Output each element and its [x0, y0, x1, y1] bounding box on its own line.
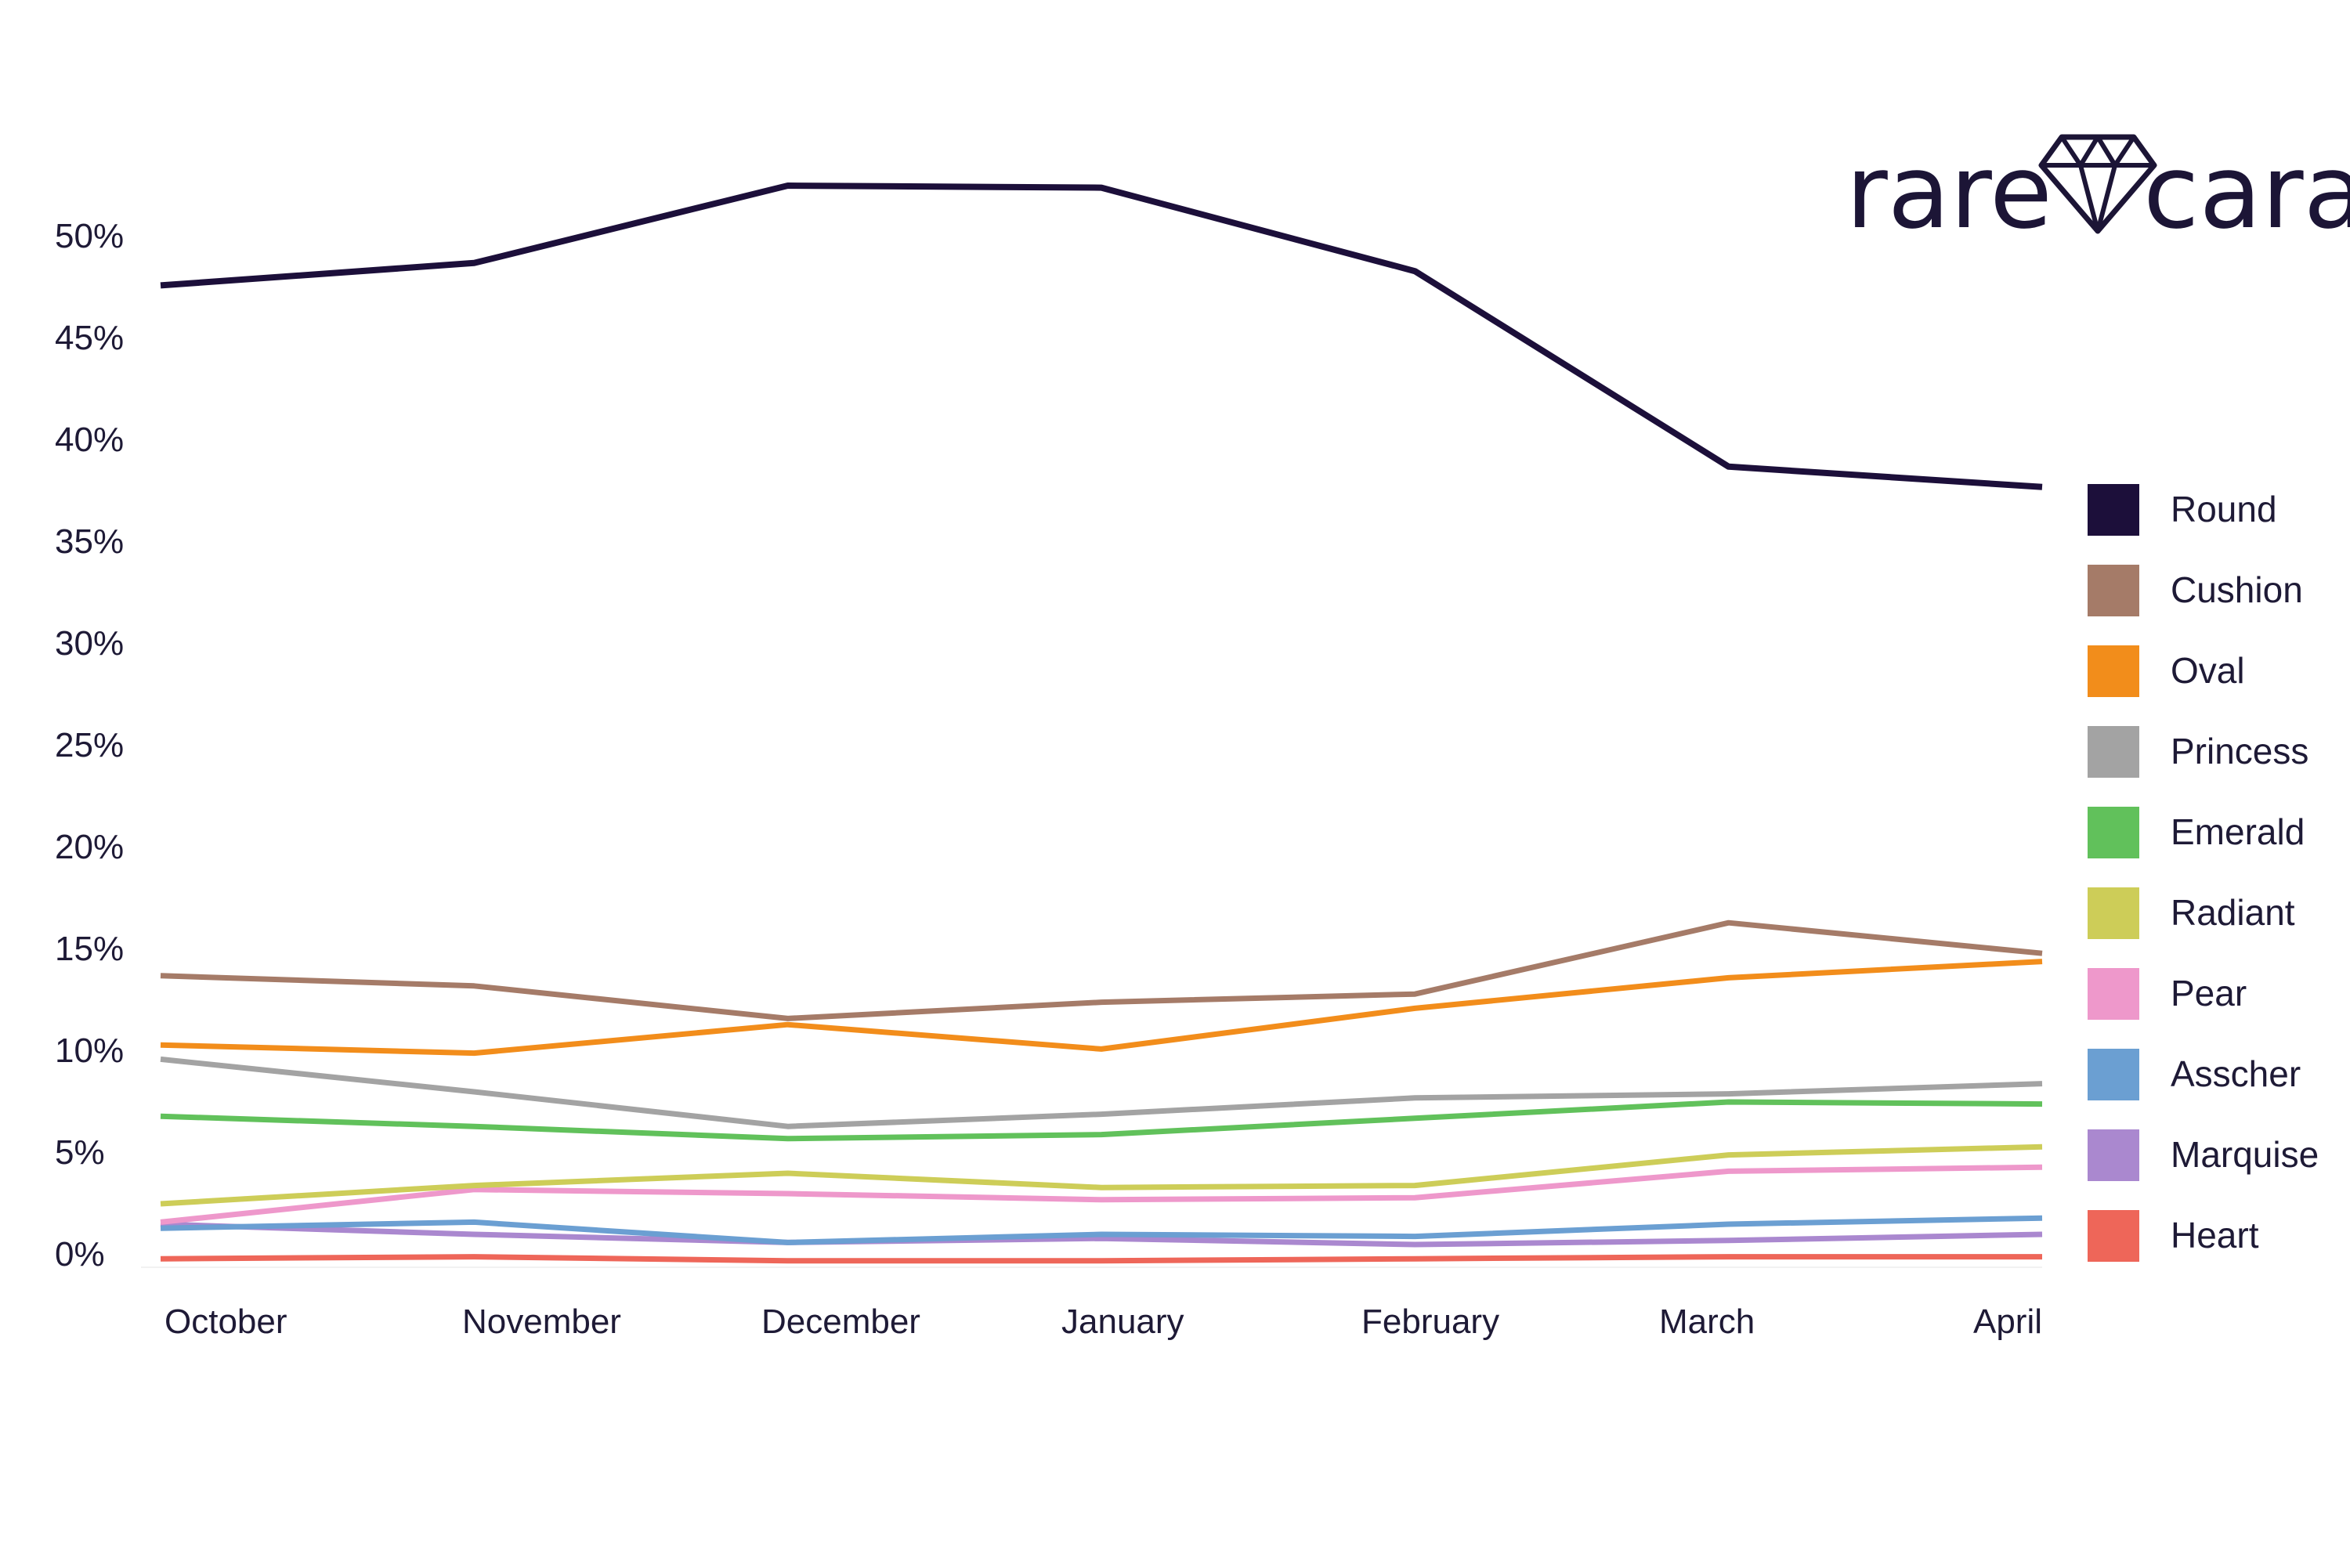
x-tick-label: February: [1361, 1302, 1499, 1341]
legend-label-cushion: Cushion: [2171, 569, 2303, 610]
x-axis-ticks: October November December January February Ma…: [164, 1302, 2042, 1341]
series-line-cushion: [160, 919, 2043, 1021]
x-tick-label: March: [1659, 1302, 1755, 1341]
legend-label-marquise: Marquise: [2171, 1134, 2319, 1175]
diamond-icon: [2038, 134, 2157, 234]
x-tick-label: November: [462, 1302, 621, 1341]
series-line-heart: [160, 1254, 2042, 1264]
y-tick-label: 20%: [55, 828, 124, 866]
y-tick-label: 35%: [55, 522, 124, 561]
legend-label-princess: Princess: [2171, 731, 2308, 771]
series-line-emerald: [160, 1099, 2043, 1142]
legend-label-oval: Oval: [2171, 650, 2245, 691]
y-tick-label: 15%: [55, 930, 124, 968]
legend-label-round: Round: [2171, 489, 2277, 529]
series-lines: [160, 182, 2043, 1264]
legend-swatch-emerald: [2088, 807, 2139, 858]
logo-text-carat: carat: [2143, 132, 2350, 251]
logo-text-rare: rare: [1846, 132, 2052, 251]
series-line-round: [160, 182, 2043, 490]
legend-label-heart: Heart: [2171, 1215, 2259, 1255]
legend-swatch-cushion: [2088, 565, 2139, 616]
legend-swatch-princess: [2088, 726, 2139, 778]
x-tick-label: April: [1973, 1302, 2042, 1341]
series-line-marquise: [160, 1221, 2043, 1248]
y-tick-label: 30%: [55, 624, 124, 663]
x-tick-label: January: [1061, 1302, 1184, 1341]
rare-carat-logo: rare carat: [1846, 132, 2350, 251]
series-line-princess: [160, 1056, 2043, 1129]
series-line-radiant: [160, 1143, 2043, 1207]
legend-swatch-heart: [2088, 1210, 2139, 1262]
series-line-oval: [160, 959, 2043, 1057]
legend-swatch-radiant: [2088, 887, 2139, 939]
y-tick-label: 25%: [55, 726, 124, 764]
legend-label-emerald: Emerald: [2171, 811, 2305, 852]
legend-swatch-marquise: [2088, 1129, 2139, 1181]
y-tick-label: 10%: [55, 1031, 124, 1070]
legend: Round Cushion Oval Princess Emerald Radiant Pe…: [2088, 484, 2319, 1262]
y-tick-label: 5%: [55, 1133, 105, 1172]
legend-label-pear: Pear: [2171, 973, 2247, 1013]
series-line-asscher: [160, 1215, 2043, 1245]
legend-swatch-pear: [2088, 968, 2139, 1020]
x-tick-label: December: [761, 1302, 920, 1341]
y-tick-label: 45%: [55, 319, 124, 357]
y-tick-label: 0%: [55, 1235, 105, 1274]
legend-swatch-asscher: [2088, 1049, 2139, 1100]
series-line-pear: [160, 1164, 2043, 1225]
y-axis-ticks: 0% 5% 10% 15% 20% 25% 30% 35% 40% 45% 50%: [55, 217, 124, 1274]
y-tick-label: 50%: [55, 217, 124, 255]
x-tick-label: October: [164, 1302, 287, 1341]
legend-label-asscher: Asscher: [2171, 1053, 2301, 1094]
legend-label-radiant: Radiant: [2171, 892, 2295, 933]
legend-swatch-oval: [2088, 645, 2139, 697]
y-tick-label: 40%: [55, 421, 124, 459]
legend-swatch-round: [2088, 484, 2139, 536]
